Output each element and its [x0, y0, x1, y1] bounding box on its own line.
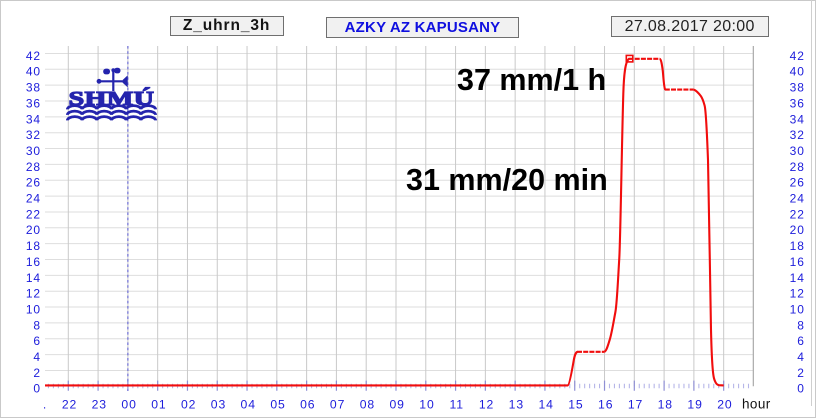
svg-text:12: 12	[479, 397, 494, 411]
svg-text:06: 06	[300, 397, 315, 411]
svg-text:12: 12	[26, 287, 41, 301]
svg-text:32: 32	[26, 128, 41, 142]
svg-text:10: 10	[790, 302, 805, 316]
svg-text:12: 12	[790, 287, 805, 301]
svg-text:hour: hour	[742, 396, 771, 411]
svg-text:18: 18	[26, 239, 41, 253]
svg-text:22: 22	[26, 207, 41, 221]
svg-text:11: 11	[450, 397, 464, 411]
svg-text:01: 01	[151, 397, 166, 411]
svg-text:4: 4	[797, 350, 805, 364]
svg-text:15: 15	[568, 397, 583, 411]
svg-text:20: 20	[790, 223, 805, 237]
svg-text:38: 38	[26, 81, 41, 95]
svg-text:0: 0	[797, 382, 805, 396]
svg-text:20: 20	[717, 397, 732, 411]
svg-text:24: 24	[790, 192, 805, 206]
svg-text:23: 23	[92, 397, 107, 411]
svg-text:30: 30	[26, 144, 41, 158]
svg-text:00: 00	[121, 397, 136, 411]
svg-text:8: 8	[797, 318, 805, 332]
svg-text:0: 0	[33, 382, 41, 396]
svg-text:32: 32	[790, 128, 805, 142]
svg-text:6: 6	[797, 334, 805, 348]
svg-text:13: 13	[509, 397, 524, 411]
svg-text:28: 28	[26, 160, 41, 174]
svg-text:14: 14	[790, 271, 805, 285]
svg-text:24: 24	[26, 192, 41, 206]
svg-text:36: 36	[790, 96, 805, 110]
svg-text:42: 42	[790, 49, 805, 63]
svg-text:18: 18	[658, 397, 673, 411]
svg-text:6: 6	[33, 334, 41, 348]
svg-text:02: 02	[181, 397, 196, 411]
svg-text:10: 10	[419, 397, 434, 411]
svg-text:38: 38	[790, 81, 805, 95]
svg-text:40: 40	[26, 65, 41, 79]
svg-text:34: 34	[790, 112, 805, 126]
svg-text:18: 18	[790, 239, 805, 253]
svg-text:19: 19	[687, 397, 702, 411]
svg-text:34: 34	[26, 112, 41, 126]
svg-text:04: 04	[241, 397, 256, 411]
svg-text:4: 4	[33, 350, 41, 364]
svg-text:2: 2	[797, 366, 805, 380]
svg-text:26: 26	[26, 176, 41, 190]
svg-text:05: 05	[270, 397, 285, 411]
svg-text:40: 40	[790, 65, 805, 79]
svg-text:03: 03	[211, 397, 226, 411]
svg-text:16: 16	[598, 397, 613, 411]
svg-text:28: 28	[790, 160, 805, 174]
svg-text:08: 08	[360, 397, 375, 411]
svg-text:2: 2	[33, 366, 41, 380]
svg-text:09: 09	[390, 397, 405, 411]
svg-text:10: 10	[26, 302, 41, 316]
svg-text:26: 26	[790, 176, 805, 190]
svg-text:SHMÚ: SHMÚ	[69, 86, 155, 109]
svg-text:30: 30	[790, 144, 805, 158]
svg-text:17: 17	[628, 397, 643, 411]
svg-text:8: 8	[33, 318, 41, 332]
svg-text:22: 22	[790, 207, 805, 221]
svg-text:14: 14	[26, 271, 41, 285]
svg-text:20: 20	[26, 223, 41, 237]
svg-text:16: 16	[26, 255, 41, 269]
svg-text:07: 07	[330, 397, 345, 411]
svg-text:22: 22	[62, 397, 77, 411]
svg-text:.: .	[43, 397, 47, 411]
svg-text:16: 16	[790, 255, 805, 269]
svg-text:14: 14	[538, 397, 553, 411]
svg-text:36: 36	[26, 96, 41, 110]
svg-text:42: 42	[26, 49, 41, 63]
